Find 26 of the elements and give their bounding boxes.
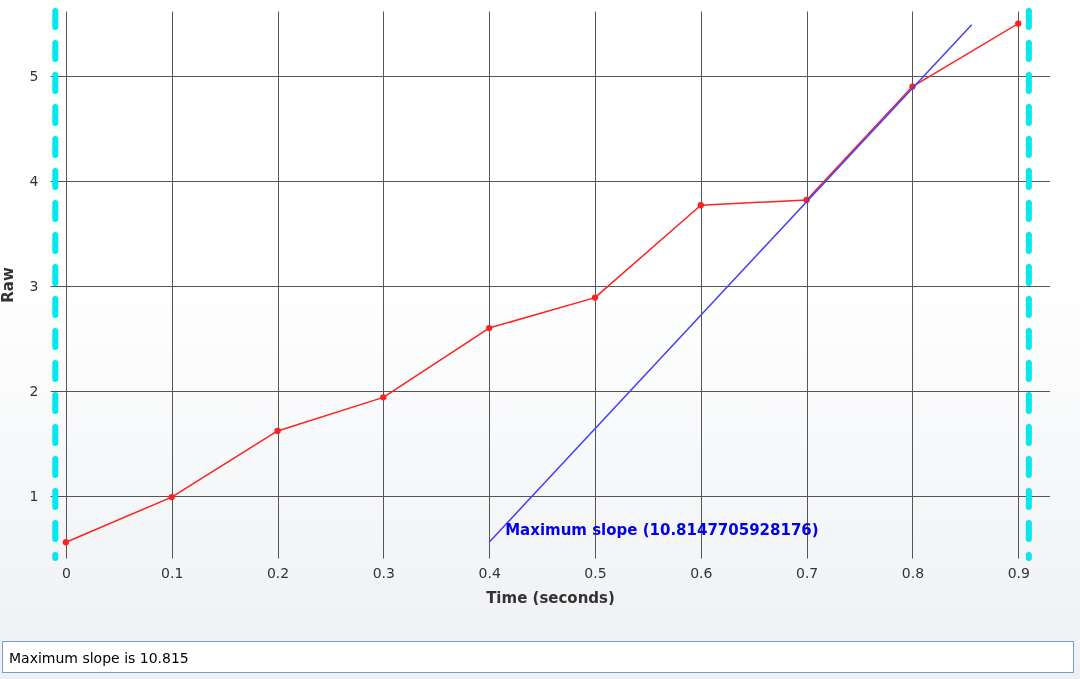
x-tick-label: 0.1 — [161, 564, 184, 581]
y-tick-label: 5 — [29, 67, 39, 84]
y-tick-label: 2 — [29, 382, 39, 399]
point — [168, 493, 175, 501]
point — [62, 539, 70, 546]
x-tick-label: 0.9 — [1007, 564, 1030, 581]
point — [1015, 20, 1022, 27]
point — [380, 394, 387, 401]
x-tick-label: 0.7 — [795, 564, 819, 581]
x-axis-title: Time (seconds) — [486, 588, 615, 607]
y-tick-label: 3 — [29, 277, 39, 294]
x-tick-label: 0.5 — [584, 564, 607, 581]
point — [697, 202, 704, 209]
x-tick-label: 0.8 — [901, 564, 925, 581]
x-tick-label: 0 — [61, 564, 71, 581]
x-tick-label: 0.3 — [372, 564, 395, 581]
point — [485, 324, 493, 332]
point — [591, 294, 599, 301]
point — [274, 427, 281, 435]
y-tick-label: 4 — [29, 172, 39, 189]
x-tick-label: 0.6 — [690, 564, 713, 581]
x-tick-label: 0.2 — [266, 564, 290, 581]
text: Maximum slope is 10.815 — [2, 641, 1074, 673]
y-tick-label: 1 — [29, 487, 39, 504]
x-tick-label: 0.4 — [478, 564, 501, 581]
y-axis-title: Raw — [0, 267, 17, 303]
